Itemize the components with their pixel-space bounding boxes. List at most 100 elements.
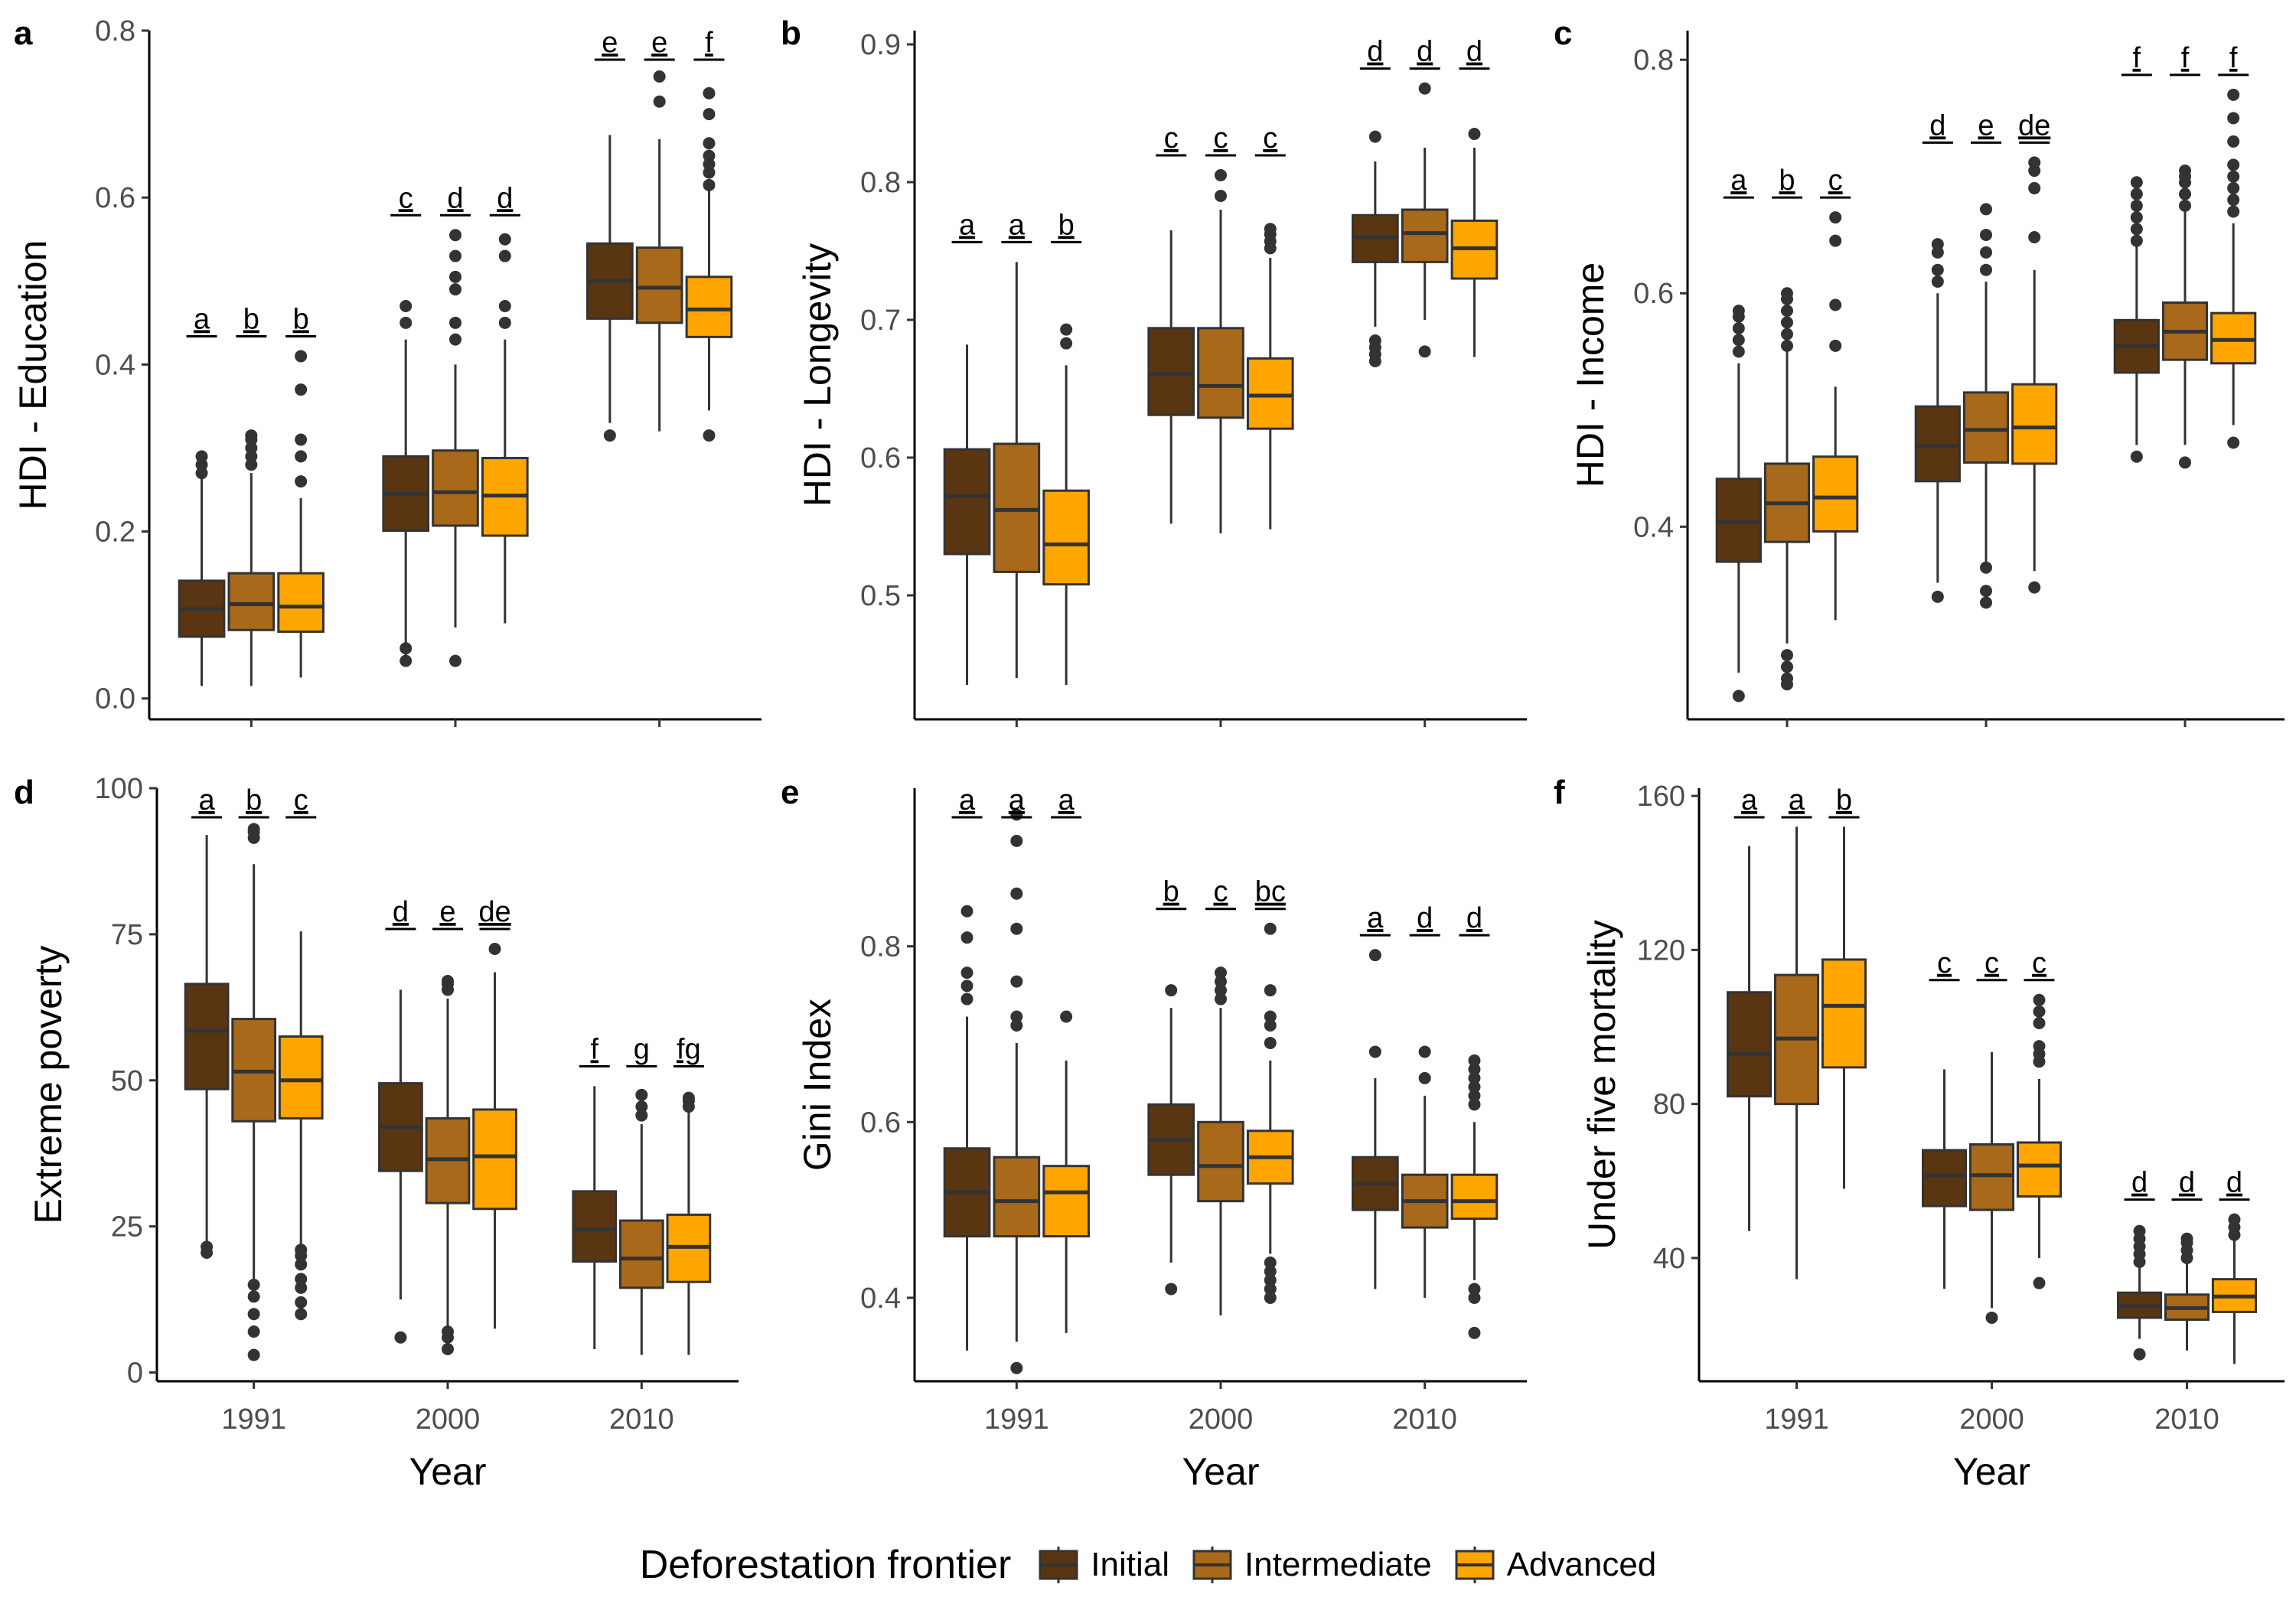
box-iqr: [227, 572, 276, 631]
y-tick-label: 0.5: [860, 580, 901, 612]
significance-letter: g: [634, 1033, 650, 1065]
outlier-point: [1468, 1326, 1481, 1339]
outlier-point: [1980, 585, 1992, 598]
box-intermediate-1991: a: [993, 784, 1041, 1374]
outlier-point: [1980, 263, 1992, 276]
box-advanced-2010: d: [1450, 36, 1499, 357]
outlier-point: [1418, 345, 1431, 358]
outlier-point: [1980, 561, 1992, 574]
box-iqr: [1147, 327, 1195, 416]
outlier-point: [1468, 1054, 1481, 1067]
box-iqr: [1450, 1173, 1499, 1221]
outlier-point: [1468, 1283, 1481, 1296]
outlier-point: [442, 1343, 454, 1356]
box-iqr: [472, 1108, 517, 1211]
box-initial-2000: b: [1147, 876, 1195, 1296]
box-advanced-1991: b: [1042, 209, 1090, 685]
outlier-point: [682, 1091, 695, 1104]
outlier-point: [295, 1308, 308, 1321]
outlier-point: [1980, 203, 1992, 216]
significance-letter: e: [651, 27, 667, 59]
outlier-point: [2180, 1232, 2193, 1245]
outlier-point: [703, 178, 716, 191]
outlier-point: [1781, 672, 1793, 685]
box-advanced-2000: de: [2011, 109, 2058, 594]
y-tick-label: 0.2: [95, 517, 135, 549]
significance-letter: a: [1789, 784, 1805, 817]
outlier-point: [653, 95, 666, 108]
outlier-point: [247, 823, 260, 836]
significance-letter: b: [1836, 784, 1852, 817]
outlier-point: [960, 931, 974, 944]
y-tick-label: 160: [1637, 781, 1685, 813]
outlier-point: [1781, 305, 1793, 318]
y-axis-title: HDI - Income: [1569, 262, 1612, 488]
outlier-point: [488, 942, 501, 955]
box-intermediate-2000: e: [1962, 109, 2010, 609]
outlier-point: [1468, 1089, 1481, 1102]
box-iqr: [685, 275, 733, 338]
outlier-point: [1829, 339, 1842, 352]
box-intermediate-1991: b: [231, 784, 277, 1361]
box-advanced-1991: b: [1821, 784, 1867, 1189]
box-advanced-2000: c: [2016, 947, 2063, 1289]
outlier-point: [400, 316, 413, 329]
box-iqr: [618, 1219, 664, 1289]
outlier-point: [1931, 263, 1944, 276]
outlier-point: [247, 1325, 260, 1338]
outlier-point: [1010, 922, 1023, 935]
y-tick-label: 120: [1637, 934, 1685, 966]
outlier-point: [1781, 287, 1793, 300]
significance-letter: a: [194, 303, 210, 335]
box-initial-1991: a: [1715, 165, 1762, 702]
outlier-point: [2033, 1005, 2046, 1018]
outlier-point: [449, 229, 461, 242]
outlier-point: [1418, 1045, 1431, 1058]
outlier-point: [1264, 1036, 1277, 1049]
box-iqr: [1042, 1165, 1090, 1238]
box-advanced-2000: c: [1246, 122, 1294, 530]
panel-b: b 0.5 0.6 0.7 0.8 0.9 HDI - Longevity a c d a c d b c d: [781, 15, 1527, 727]
box-initial-2010: d: [1352, 36, 1399, 367]
outlier-point: [1468, 1081, 1481, 1094]
outlier-point: [2179, 199, 2191, 212]
box-iqr: [278, 1035, 324, 1120]
outlier-point: [1215, 975, 1227, 988]
significance-letter: e: [602, 27, 618, 59]
panel-letter-c: c: [1554, 15, 1572, 52]
significance-letter: d: [1417, 902, 1433, 934]
outlier-point: [295, 350, 308, 363]
significance-letter: d: [1466, 36, 1482, 68]
outlier-point: [1468, 1291, 1481, 1304]
outlier-point: [295, 433, 308, 446]
significance-letter: d: [393, 896, 409, 928]
outlier-point: [2227, 88, 2240, 101]
box-iqr: [1246, 357, 1294, 430]
box-advanced-1991: a: [1042, 784, 1090, 1333]
panel-letter-f: f: [1554, 774, 1565, 811]
outlier-point: [295, 1273, 308, 1286]
outlier-point: [1980, 596, 1992, 609]
outlier-point: [449, 270, 461, 283]
box-initial-1991: a: [943, 209, 991, 685]
outlier-point: [1931, 275, 1944, 288]
outlier-point: [247, 1290, 260, 1303]
box-intermediate-2000: c: [1197, 122, 1244, 533]
significance-letter: b: [1163, 876, 1179, 908]
box-intermediate-2000: d: [432, 182, 479, 667]
significance-letter: d: [1466, 902, 1482, 934]
outlier-point: [247, 1348, 260, 1361]
panel-d: d 0 25 50 75 100 1991 2000 2010 Extreme poverty Ye…: [14, 773, 739, 1493]
outlier-point: [1215, 984, 1227, 997]
outlier-point: [1829, 211, 1842, 224]
significance-letter: b: [1058, 209, 1075, 241]
outlier-point: [245, 429, 258, 442]
box-iqr: [943, 448, 991, 556]
significance-letter: e: [439, 896, 455, 928]
box-initial-1991: a: [184, 784, 230, 1260]
x-tick-label: 2010: [2154, 1403, 2219, 1436]
outlier-point: [2130, 234, 2143, 247]
outlier-point: [703, 137, 716, 150]
box-initial-2000: d: [1914, 109, 1961, 603]
outlier-point: [449, 333, 461, 346]
